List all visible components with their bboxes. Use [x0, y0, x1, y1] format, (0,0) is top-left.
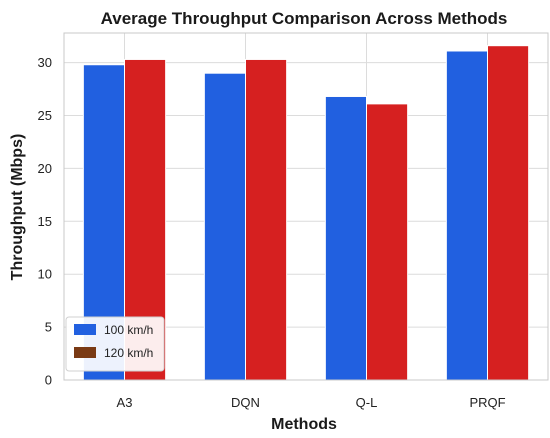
legend-swatch-120kmh: [74, 347, 96, 358]
bar-120-km-h-q-l: [366, 103, 409, 381]
bar-120-km-h-dqn: [245, 58, 288, 381]
y-tick-label: 30: [38, 55, 52, 70]
y-tick-label: 10: [38, 267, 52, 282]
y-tick-label: 0: [45, 373, 52, 388]
chart-title: Average Throughput Comparison Across Met…: [101, 9, 508, 28]
legend-swatch-100kmh: [74, 324, 96, 335]
bar-100-km-h-dqn: [203, 72, 246, 381]
y-axis-label: Throughput (Mbps): [9, 134, 26, 281]
bar-100-km-h-q-l: [324, 95, 367, 381]
y-tick-label: 5: [45, 320, 52, 335]
x-tick-label: A3: [117, 395, 133, 410]
legend-label-120kmh: 120 km/h: [104, 346, 153, 360]
y-tick-label: 25: [38, 108, 52, 123]
bar-120-km-h-prqf: [487, 45, 530, 381]
plot-frame: [63, 32, 549, 381]
legend-label-100kmh: 100 km/h: [104, 323, 153, 337]
x-tick-label: DQN: [231, 395, 260, 410]
x-tick-labels: A3 DQN Q-L PRQF: [117, 395, 506, 410]
x-tick-label: PRQF: [469, 395, 505, 410]
bar-100-km-h-prqf: [445, 50, 488, 381]
legend: 100 km/h 120 km/h: [65, 316, 165, 372]
bars: [82, 45, 530, 381]
y-tick-labels: 0 5 10 15 20 25 30: [38, 55, 52, 387]
x-tick-label: Q-L: [356, 395, 378, 410]
y-tick-label: 20: [38, 161, 52, 176]
y-tick-label: 15: [38, 214, 52, 229]
x-axis-label: Methods: [271, 416, 337, 433]
